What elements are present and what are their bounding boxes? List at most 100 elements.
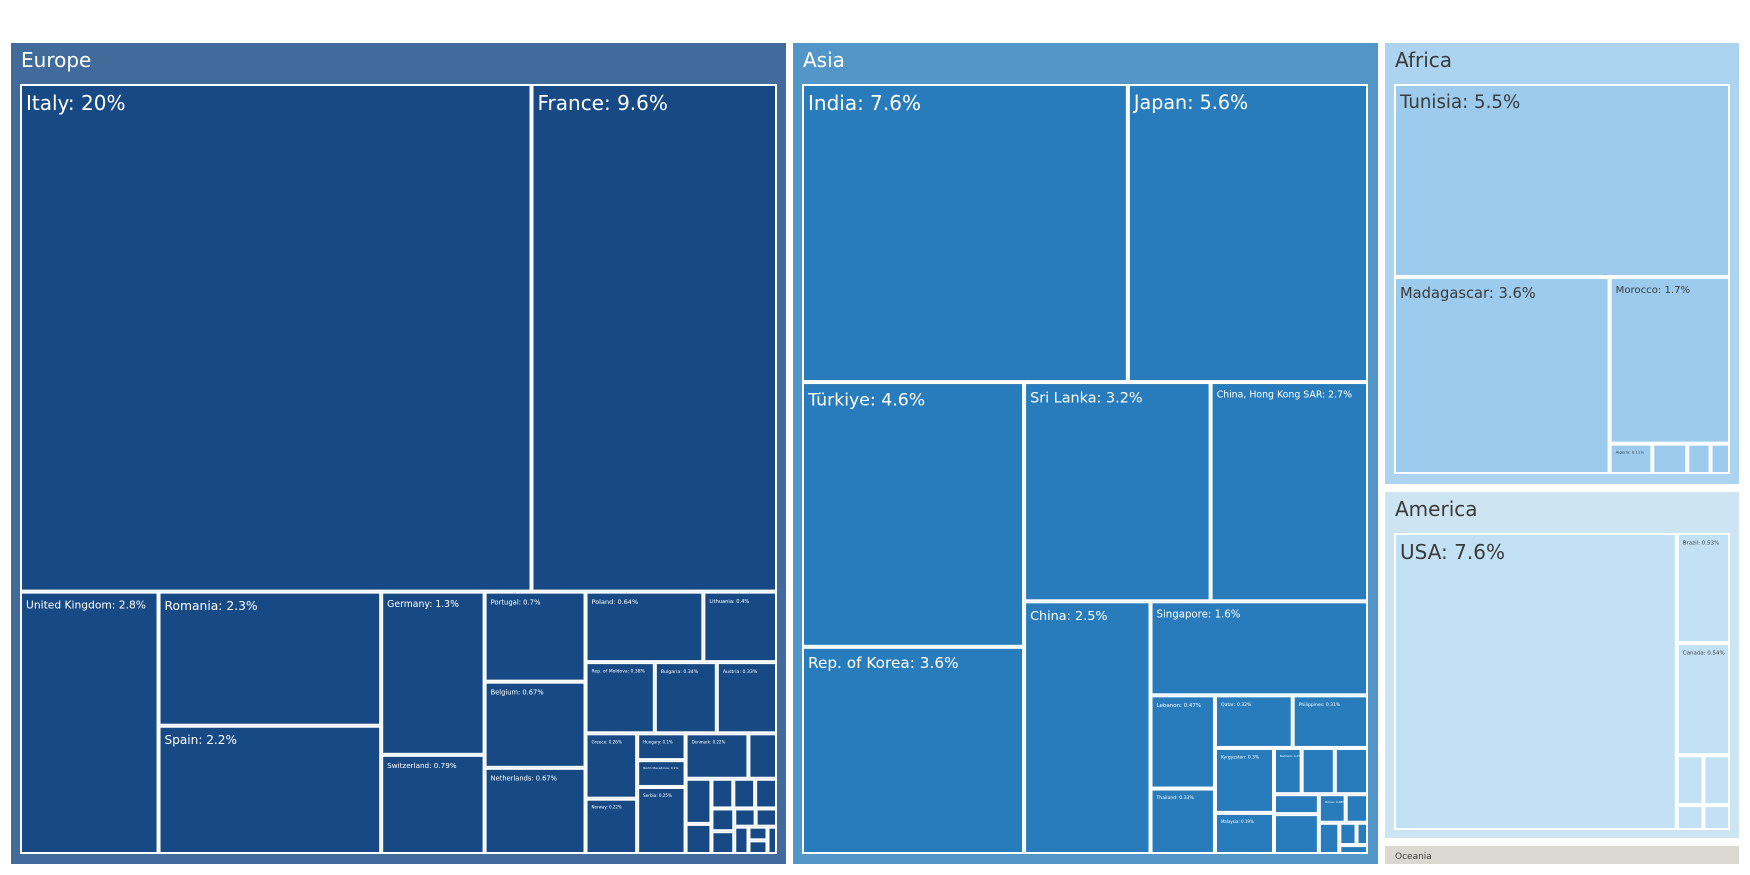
tile-asia-item-15[interactable] [1301,747,1335,795]
tile-rect[interactable] [585,798,638,855]
tile-japan-5-6[interactable]: Japan: 5.6% [1127,84,1368,383]
tile-america-item-5[interactable] [1676,805,1704,830]
tile-rect[interactable] [1127,84,1368,383]
tile-europe-item-34[interactable] [767,826,777,855]
tile-hungary-0-1[interactable]: Hungary: 0.1% [637,733,686,761]
tile-oman-0-06[interactable]: Oman: 0.06% [1318,794,1346,823]
tile-rect[interactable] [158,591,382,726]
tile-europe-item-27[interactable] [711,808,735,832]
tile-kyrgyzstan-0-3[interactable]: Kyrgyzstan: 0.3% [1214,747,1275,813]
tile-india-7-6[interactable]: India: 7.6% [802,84,1128,383]
tile-rect[interactable] [685,733,749,779]
tile-italy-20[interactable]: Italy: 20% [20,84,532,592]
tile-rect[interactable] [716,662,777,734]
tile-rect[interactable] [1334,747,1369,795]
tile-rect[interactable] [654,662,717,734]
tile-rect[interactable] [1345,794,1369,823]
tile-rect[interactable] [734,808,756,827]
tile-rect[interactable] [1687,443,1711,474]
tile-rect[interactable] [1703,805,1731,830]
tile-rect[interactable] [1394,277,1610,474]
tile-rect[interactable] [1394,533,1677,830]
tile-rect[interactable] [1292,695,1368,748]
tile-madagascar-3-6[interactable]: Madagascar: 3.6% [1394,277,1610,474]
tile-rect[interactable] [20,591,159,855]
tile-belgium-0-67[interactable]: Belgium: 0.67% [484,681,586,768]
tile-sri-lanka-3-2[interactable]: Sri Lanka: 3.2% [1024,382,1211,602]
tile-rect[interactable] [1024,601,1151,854]
tile-rect[interactable] [802,84,1128,383]
tile-europe-item-21[interactable] [748,733,778,779]
tile-poland-0-64[interactable]: Poland: 0.64% [585,591,704,663]
tile-rect[interactable] [1394,84,1730,278]
tile-rect[interactable] [484,591,586,682]
tile-europe-item-28[interactable] [711,831,735,855]
tile-rect[interactable] [748,840,768,854]
tile-greece-0-26[interactable]: Greece: 0.26% [585,733,638,799]
tile-rect[interactable] [637,786,686,855]
tile-singapore-1-6[interactable]: Singapore: 1.6% [1150,601,1368,696]
tile-asia-item-21[interactable] [1318,822,1340,854]
tile-rect[interactable] [20,84,532,592]
tile-rect[interactable] [1339,822,1357,846]
tile-rect[interactable] [703,591,778,663]
tile-europe-item-26[interactable] [755,778,778,809]
tile-africa-item-6[interactable] [1710,443,1730,474]
tile-rect[interactable] [748,826,768,841]
tile-china-2-5[interactable]: China: 2.5% [1024,601,1151,854]
tile-usa-7-6[interactable]: USA: 7.6% [1394,533,1677,830]
tile-america-item-6[interactable] [1703,805,1731,830]
tile-brazil-0-53[interactable]: Brazil: 0.53% [1676,533,1730,644]
tile-rect[interactable] [585,662,655,734]
tile-asia-item-20[interactable] [1345,794,1369,823]
tile-europe-item-30[interactable] [755,808,777,827]
tile-rect[interactable] [484,767,586,855]
tile-rect[interactable] [1274,814,1319,854]
tile-rect[interactable] [1676,643,1730,756]
tile-rect[interactable] [1676,533,1730,644]
tile-rect[interactable] [1609,443,1653,474]
tile-t-rkiye-4-6[interactable]: Türkiye: 4.6% [802,382,1025,647]
tile-rect[interactable] [748,733,778,779]
tile-algeria-0-11[interactable]: Algeria: 0.11% [1609,443,1653,474]
tile-rect[interactable] [1652,443,1688,474]
tile-rect[interactable] [1210,382,1369,602]
tile-serbia-0-25[interactable]: Serbia: 0.25% [637,786,686,855]
tile-rect[interactable] [1150,788,1215,855]
tile-africa-item-5[interactable] [1687,443,1711,474]
tile-europe-item-23[interactable] [685,823,712,855]
tile-rep-of-korea-3-6[interactable]: Rep. of Korea: 3.6% [802,646,1025,855]
tile-europe-item-24[interactable] [711,778,734,809]
tile-rect[interactable] [767,826,777,855]
tile-rep-of-moldova-0-38[interactable]: Rep. of Moldova: 0.38% [585,662,655,734]
tile-europe-item-25[interactable] [733,778,756,809]
tile-spain-2-2[interactable]: Spain: 2.2% [158,725,382,854]
tile-asia-item-22[interactable] [1339,822,1357,846]
tile-asia-item-24[interactable] [1339,845,1368,854]
tile-rect[interactable] [1274,747,1302,795]
tile-rect[interactable] [755,808,777,827]
tile-bahrain-0-1[interactable]: Bahrain: 0.1% [1274,747,1302,795]
tile-france-9-6[interactable]: France: 9.6% [531,84,778,592]
tile-denmark-0-22[interactable]: Denmark: 0.22% [685,733,749,779]
tile-rect[interactable] [484,681,586,768]
tile-rect[interactable] [1214,812,1275,854]
tile-asia-item-17[interactable] [1274,794,1319,815]
tile-rect[interactable] [1339,845,1368,854]
tile-rect[interactable] [585,591,704,663]
tile-rect[interactable] [1676,805,1704,830]
tile-canada-0-54[interactable]: Canada: 0.54% [1676,643,1730,756]
tile-rect[interactable] [685,823,712,855]
tile-lebanon-0-47[interactable]: Lebanon: 0.47% [1150,695,1215,789]
tile-romania-2-3[interactable]: Romania: 2.3% [158,591,382,726]
tile-europe-item-31[interactable] [734,826,749,855]
tile-rect[interactable] [1274,794,1319,815]
tile-rect[interactable] [1024,382,1211,602]
tile-rect[interactable] [685,778,712,824]
tile-rect[interactable] [711,808,735,832]
tile-north-macedonia-0-1[interactable]: North Macedonia: 0.1% [637,760,686,787]
tile-rect[interactable] [1301,747,1335,795]
tile-europe-item-29[interactable] [734,808,756,827]
tile-rect[interactable] [1150,601,1368,696]
tile-rect[interactable] [1609,277,1731,444]
